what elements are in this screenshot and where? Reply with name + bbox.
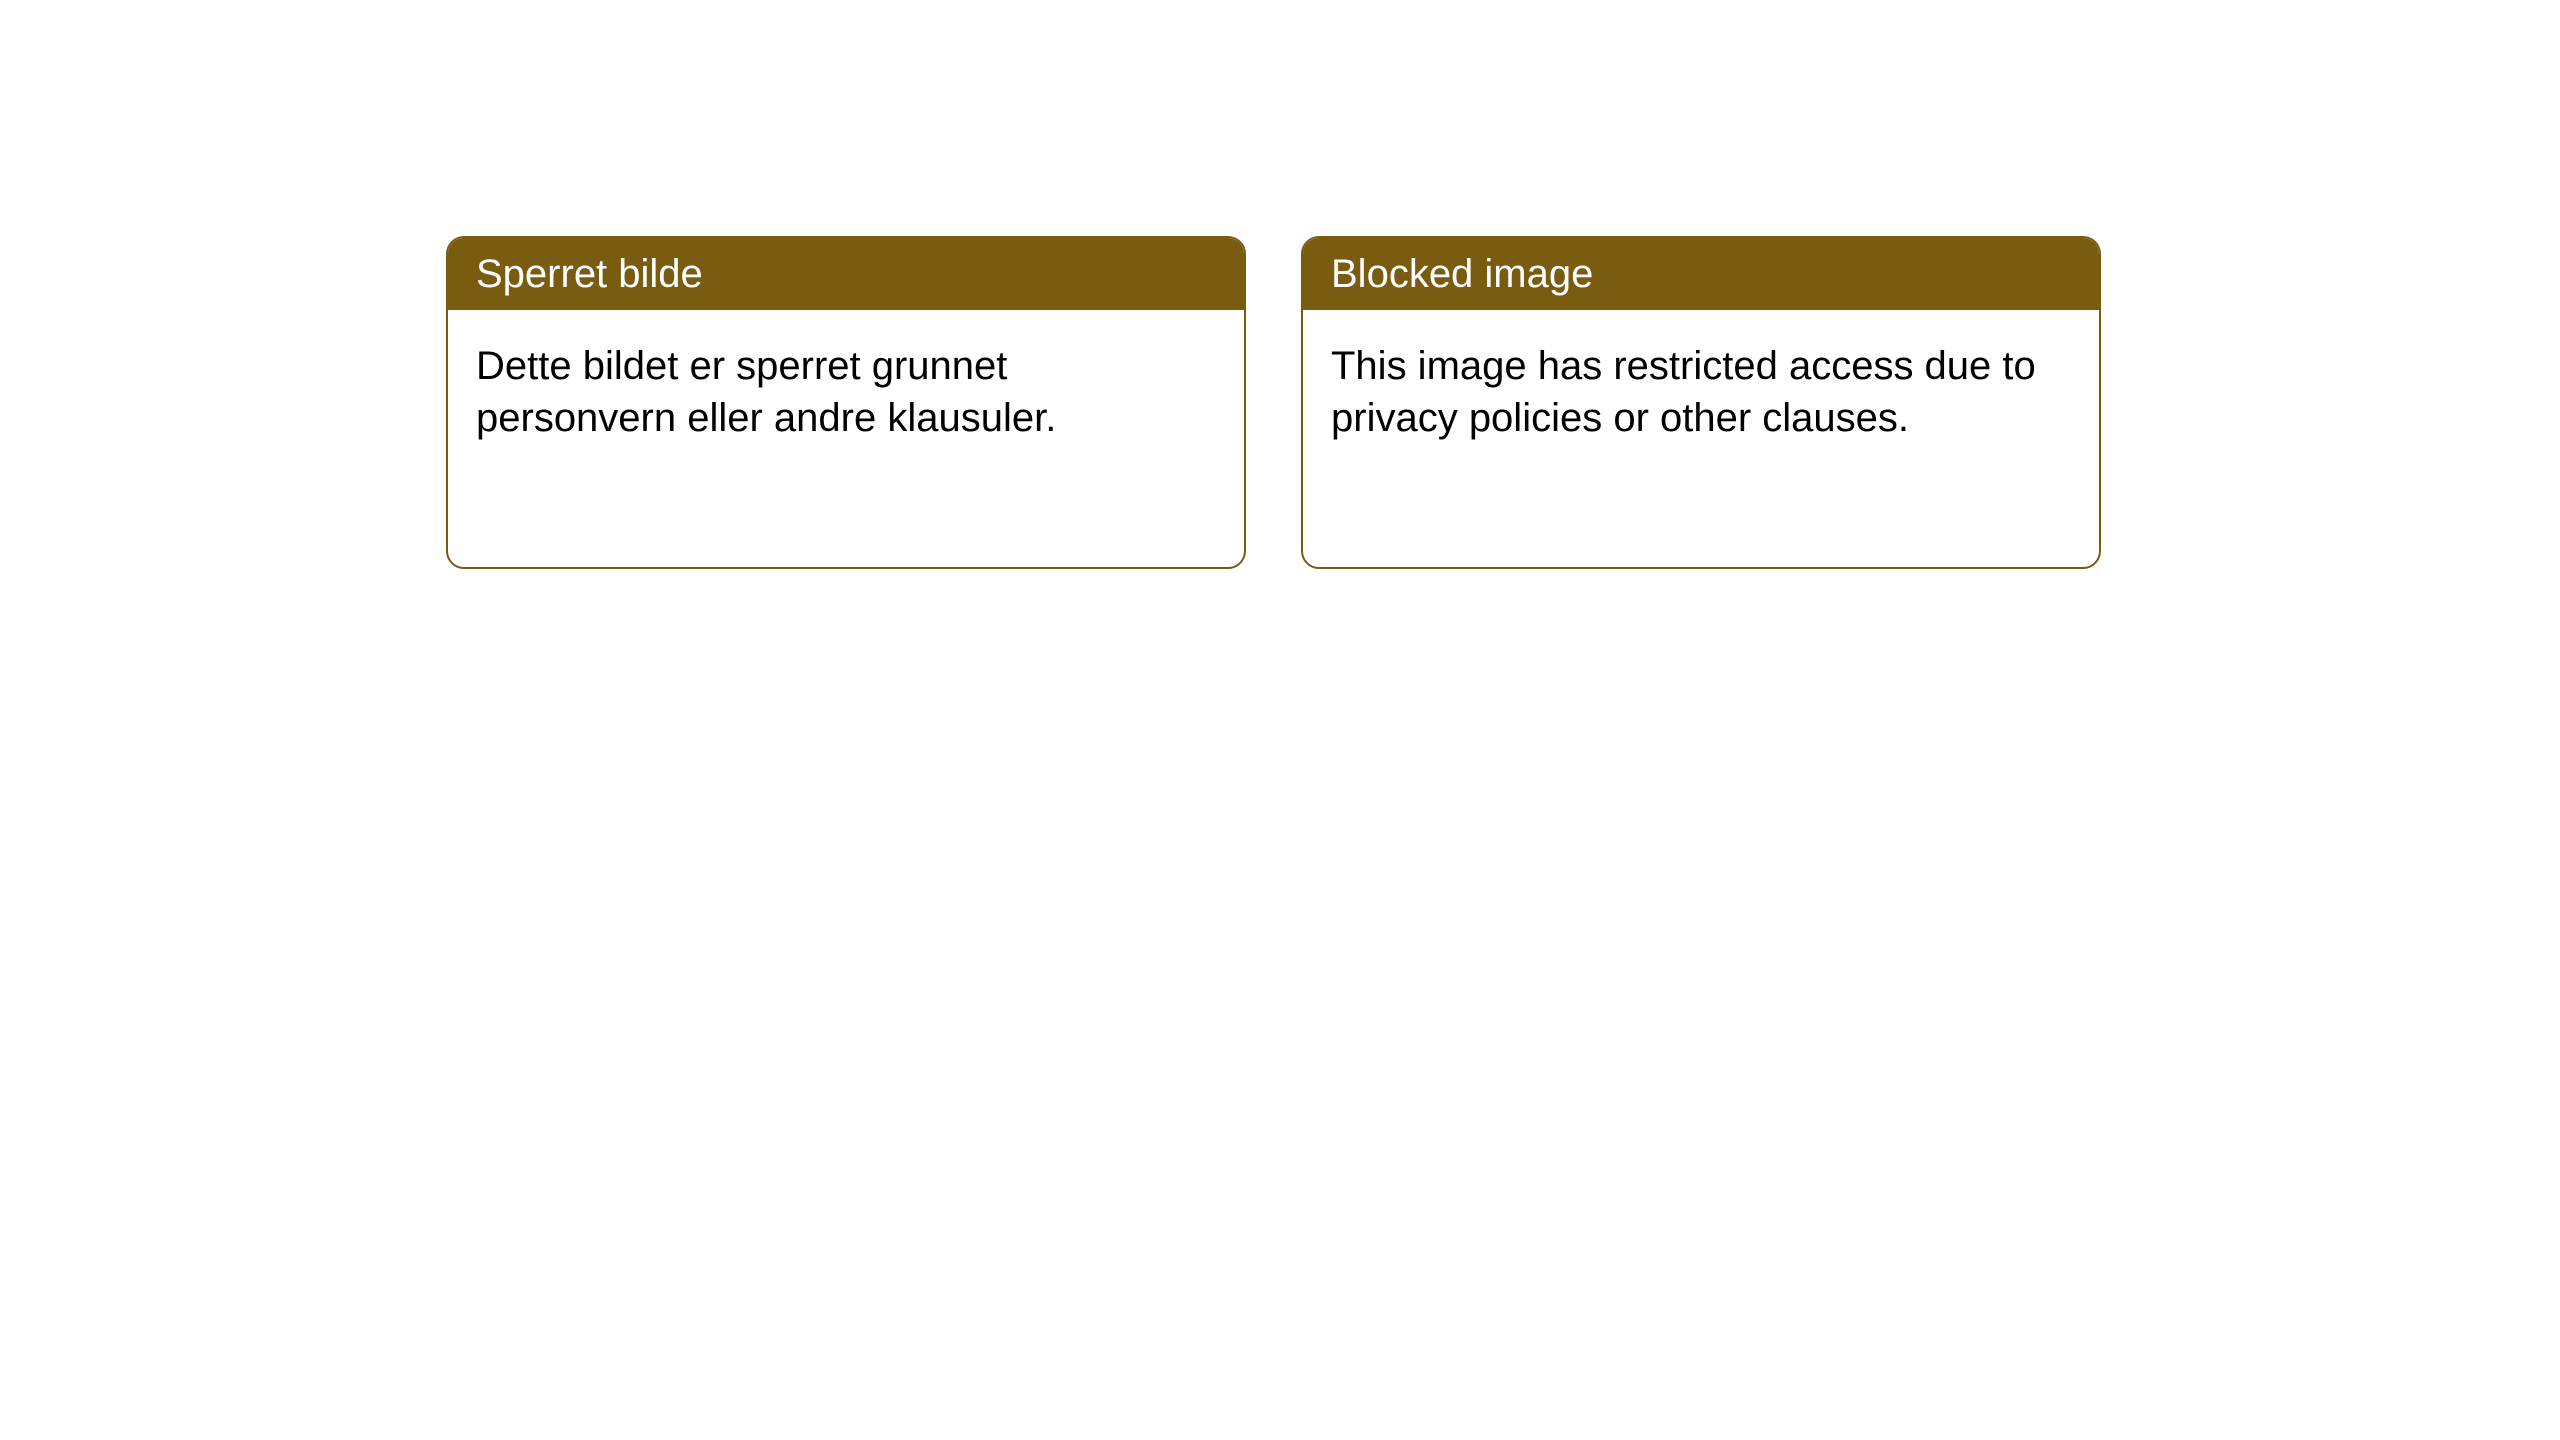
notice-card-english: Blocked image This image has restricted … [1301,236,2101,569]
notice-title: Blocked image [1303,238,2099,310]
notice-card-norwegian: Sperret bilde Dette bildet er sperret gr… [446,236,1246,569]
notice-body: This image has restricted access due to … [1303,310,2099,474]
notice-title: Sperret bilde [448,238,1244,310]
notice-body: Dette bildet er sperret grunnet personve… [448,310,1244,474]
notice-container: Sperret bilde Dette bildet er sperret gr… [446,236,2101,569]
